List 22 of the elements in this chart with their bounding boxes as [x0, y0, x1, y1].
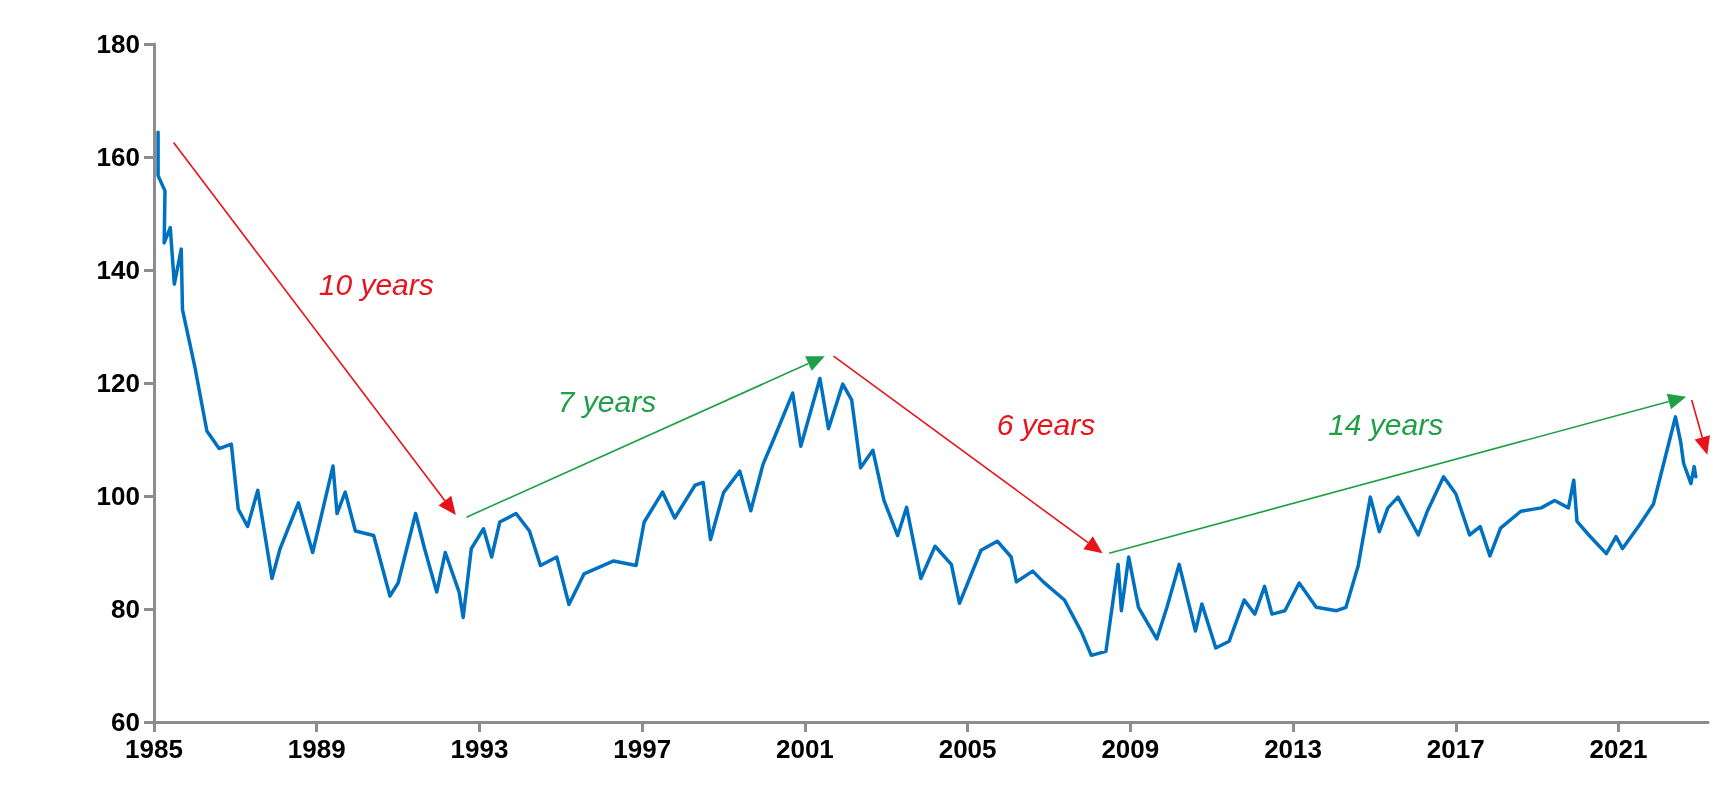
x-tick-label: 2021	[1589, 734, 1648, 764]
annotation: 14 years	[1328, 407, 1444, 441]
x-tick-label: 1993	[450, 734, 509, 764]
line-series	[156, 130, 1698, 658]
y-tick-label: 100	[96, 481, 140, 511]
y-tick-label: 160	[96, 142, 140, 172]
annotation: 10 years	[318, 268, 434, 302]
y-tick-label: 120	[96, 368, 140, 398]
x-tick-label: 2005	[938, 734, 997, 764]
x-tick-label: 2009	[1101, 734, 1160, 764]
y-tick-label: 80	[111, 594, 140, 624]
y-tick-label: 60	[111, 707, 140, 737]
y-tick-label: 140	[96, 255, 140, 285]
x-tick-label: 1997	[613, 734, 672, 764]
x-tick-label: 1989	[287, 734, 346, 764]
x-tick-label: 2017	[1426, 734, 1485, 764]
x-tick-label: 2013	[1264, 734, 1322, 764]
x-tick-label: 2001	[775, 734, 834, 764]
y-tick-label: 180	[96, 29, 140, 59]
annotation: 7 years	[557, 385, 657, 419]
x-tick-label: 1985	[125, 734, 183, 764]
annotation: 6 years	[996, 407, 1096, 441]
